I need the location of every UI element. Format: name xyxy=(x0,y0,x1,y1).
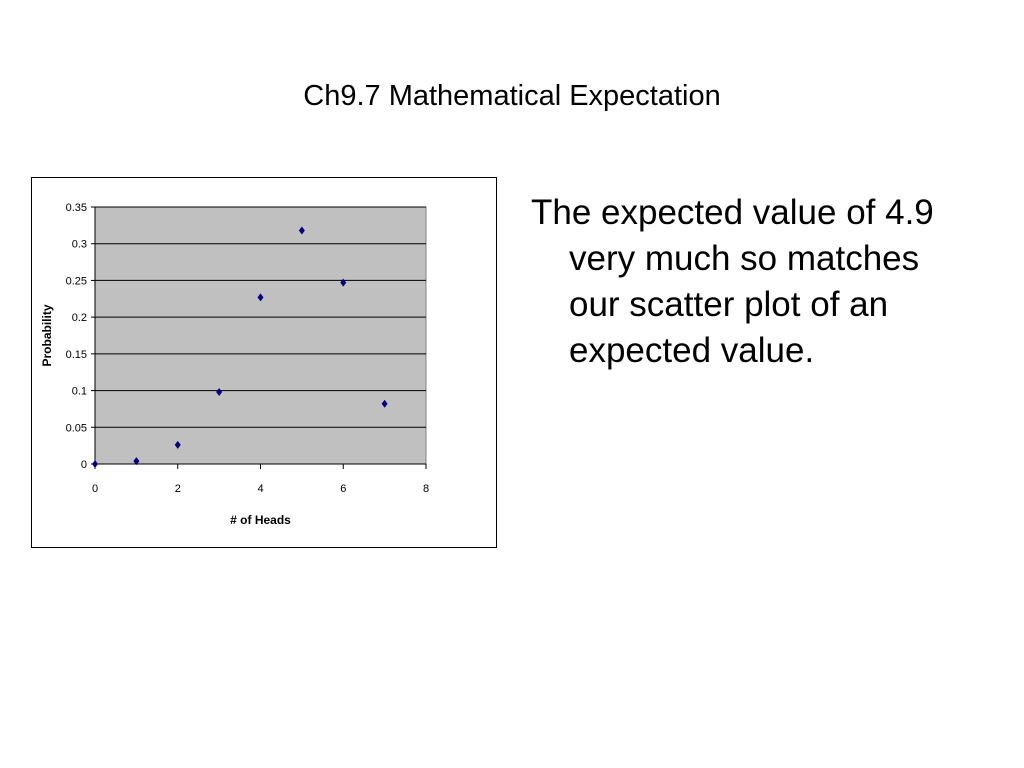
y-tick-label: 0.35 xyxy=(66,202,87,214)
x-axis-label: # of Heads xyxy=(230,513,291,527)
x-tick-label: 4 xyxy=(257,483,263,495)
data-point xyxy=(381,399,388,408)
y-tick-label: 0.25 xyxy=(66,275,87,287)
x-tick-label: 6 xyxy=(340,483,346,495)
x-tick-label: 2 xyxy=(175,483,181,495)
data-point xyxy=(92,460,98,468)
plot-area xyxy=(94,206,427,465)
data-points xyxy=(92,226,388,468)
bullet-item: The expected value of 4.9 very much so m… xyxy=(531,193,934,370)
data-point xyxy=(133,457,140,466)
data-point xyxy=(174,440,181,449)
bullet-list: The expected value of 4.9 very much so m… xyxy=(531,190,971,374)
y-tick-label: 0.1 xyxy=(72,386,87,398)
data-point xyxy=(216,388,223,397)
slide-title: Ch9.7 Mathematical Expectation xyxy=(303,80,721,112)
data-point xyxy=(340,278,347,287)
grid-lines xyxy=(91,206,426,465)
y-tick-labels: 0 0.05 0.1 0.15 0.2 0.25 0.3 0.35 xyxy=(66,202,87,471)
x-tick-label: 8 xyxy=(423,483,429,495)
y-tick-label: 0.15 xyxy=(66,349,87,361)
y-tick-label: 0.3 xyxy=(72,239,87,251)
scatter-chart: 0 0.05 0.1 0.15 0.2 0.25 0.3 0.35 0 2 4 6 8 # of He… xyxy=(40,202,429,527)
y-tick-label: 0.2 xyxy=(72,312,87,324)
x-tick-label: 0 xyxy=(92,483,98,495)
data-point xyxy=(298,226,305,235)
y-tick-label: 0.05 xyxy=(66,422,87,434)
y-tick-label: 0 xyxy=(81,459,87,471)
x-tick-labels: 0 2 4 6 8 xyxy=(92,483,429,495)
chart-frame: 0 0.05 0.1 0.15 0.2 0.25 0.3 0.35 0 2 4 6 8 # of He… xyxy=(31,177,497,548)
data-point xyxy=(257,293,264,302)
y-axis-label: Probability xyxy=(40,304,54,366)
